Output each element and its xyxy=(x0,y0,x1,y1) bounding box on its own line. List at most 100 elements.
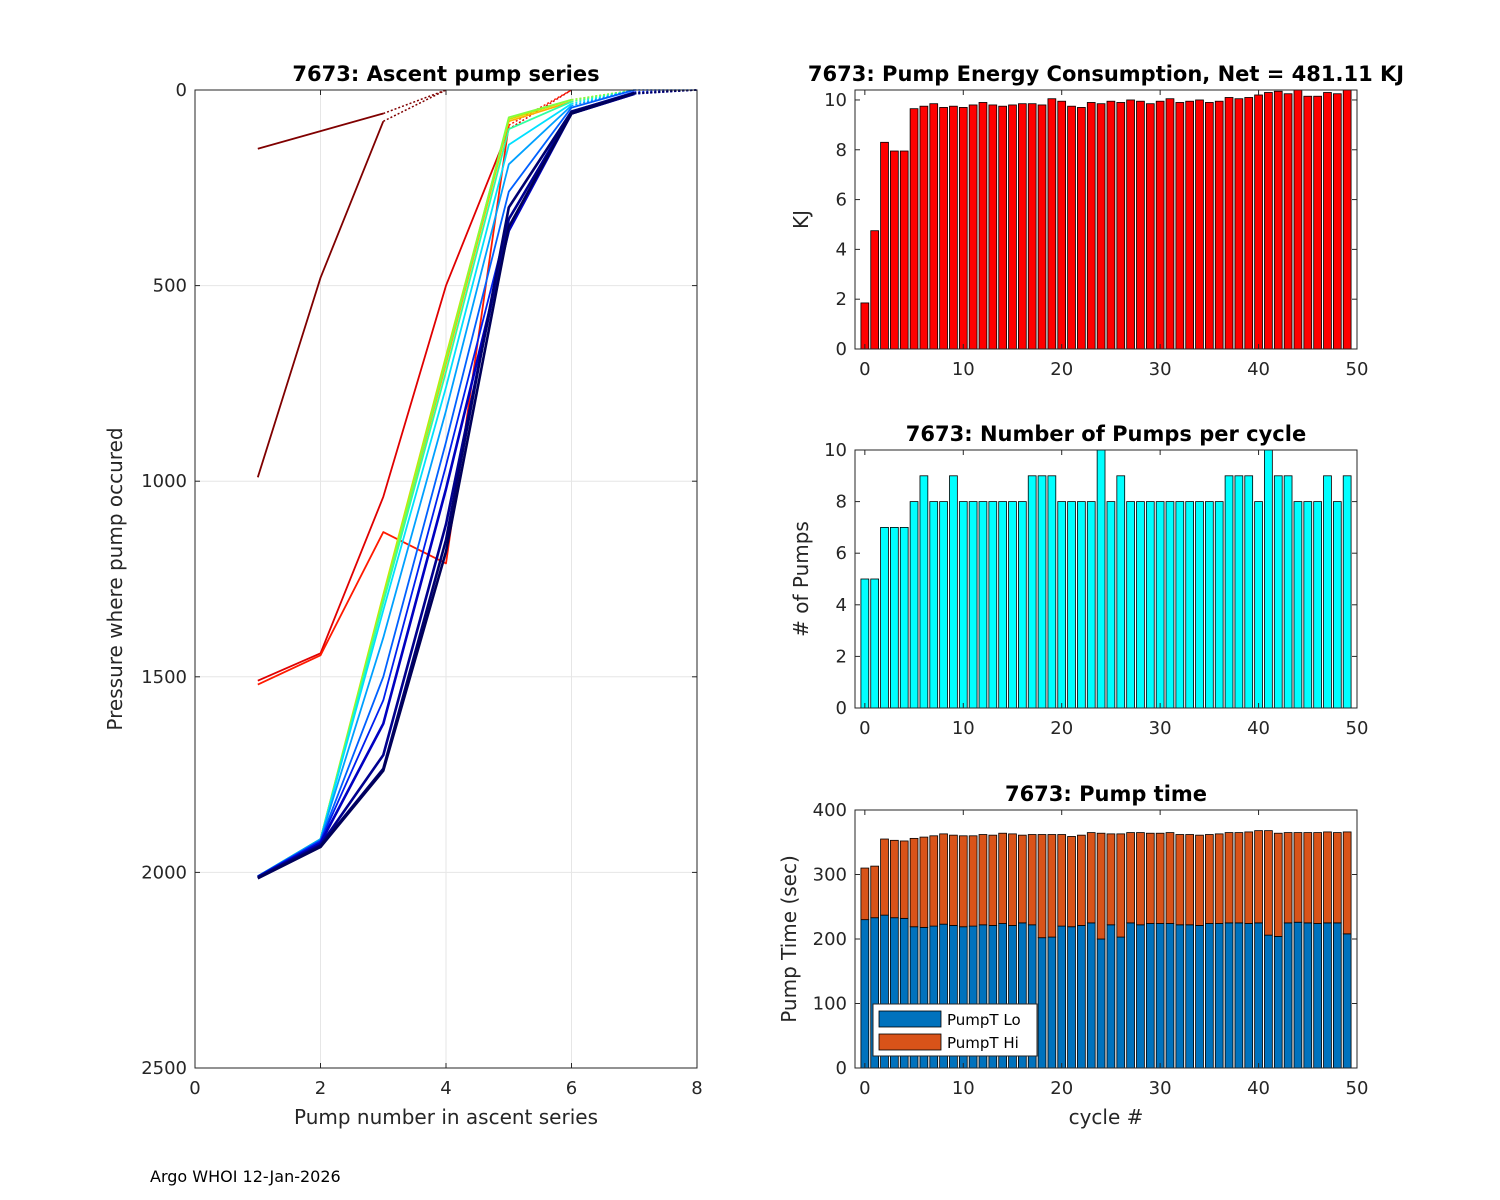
pump-time-bar-hi xyxy=(890,839,899,919)
legend-label-pumpt-hi: PumpT Hi xyxy=(947,1034,1019,1052)
pump-time-bar-hi xyxy=(1323,831,1332,924)
pump-time-bar-hi xyxy=(929,835,939,927)
pumps-bar xyxy=(1165,501,1175,709)
ascent-series-extension xyxy=(634,89,698,94)
pump-time-bar-hi xyxy=(1293,832,1303,923)
pumptime-ytick-label: 200 xyxy=(813,929,847,950)
pumps-bar xyxy=(919,475,929,709)
pumps-bar xyxy=(870,578,880,709)
pump-time-bar-lo xyxy=(1195,925,1204,1069)
pump-time-bar-hi xyxy=(968,835,978,927)
pump-time-bar-hi xyxy=(1165,832,1175,924)
pump-time-bar-hi xyxy=(1018,834,1027,924)
pump-time-bar-hi xyxy=(1224,832,1234,924)
pumps-xtick-label: 20 xyxy=(1050,718,1073,739)
ascent-series-line xyxy=(257,104,573,878)
energy-bar xyxy=(1047,98,1057,350)
pump-time-bar-lo xyxy=(1145,923,1155,1069)
pump-time-bar-hi xyxy=(1008,833,1017,926)
pumps-bar xyxy=(1342,475,1352,709)
energy-ticks: 0 10 20 30 40 50 0 2 4 6 8 10 xyxy=(824,90,1368,380)
pumps-bar xyxy=(1303,501,1313,709)
pump-time-bar-lo xyxy=(1037,937,1047,1069)
energy-xtick-label: 50 xyxy=(1346,359,1369,380)
energy-bar xyxy=(899,150,909,350)
energy-bar xyxy=(1037,104,1047,350)
energy-bar xyxy=(1214,100,1224,350)
pump-time-bar-lo xyxy=(1185,924,1194,1069)
energy-bar xyxy=(1293,89,1303,350)
pump-time-bar-hi xyxy=(899,840,909,919)
pump-time-bar-lo xyxy=(1313,923,1322,1069)
energy-bar xyxy=(939,107,948,350)
energy-bar xyxy=(860,302,870,350)
pumps-bar xyxy=(1254,501,1263,709)
energy-bar xyxy=(890,150,899,350)
ascent-xlabel: Pump number in ascent series xyxy=(294,1105,598,1129)
energy-bar xyxy=(1273,90,1283,350)
energy-xtick-label: 40 xyxy=(1247,359,1270,380)
pump-time-bar-hi xyxy=(880,838,889,916)
pump-time-bar-lo xyxy=(1067,926,1076,1069)
pump-time-bar-hi xyxy=(1096,832,1106,940)
pump-time-bar-hi xyxy=(1057,834,1067,927)
energy-bar xyxy=(909,108,919,350)
ascent-xtick-label: 4 xyxy=(440,1078,451,1099)
ascent-ytick-label: 500 xyxy=(153,276,187,297)
pumps-bar xyxy=(1018,501,1027,709)
pump-time-bar-hi xyxy=(1145,832,1155,924)
ascent-ylabel: Pressure where pump occured xyxy=(103,427,127,730)
pump-time-bar-lo xyxy=(1047,936,1057,1069)
pump-time-bar-hi xyxy=(1185,834,1194,926)
ascent-gridlines xyxy=(194,89,698,1069)
ascent-ytick-label: 1000 xyxy=(141,471,187,492)
pump-time-bar-lo xyxy=(1126,922,1135,1069)
pump-time-bar-lo xyxy=(1342,933,1352,1069)
pumptime-xtick-label: 40 xyxy=(1247,1078,1270,1099)
pumps-bar xyxy=(1175,501,1185,709)
pump-time-bar-hi xyxy=(1047,834,1057,938)
pump-time-bar-hi xyxy=(1264,830,1273,936)
pump-time-bar-lo xyxy=(1136,924,1145,1069)
pump-time-bar-hi xyxy=(1205,834,1214,924)
energy-bar xyxy=(1155,100,1165,350)
pump-time-bar-lo xyxy=(1224,922,1234,1069)
pump-time-bar-lo xyxy=(1293,921,1303,1069)
pumps-ytick-label: 6 xyxy=(836,543,847,564)
ascent-series-extension xyxy=(383,89,447,115)
pumps-bar xyxy=(988,501,998,709)
energy-bar xyxy=(1332,93,1342,350)
pumps-ytick-label: 8 xyxy=(836,492,847,513)
pumps-bar xyxy=(909,501,919,709)
pumps-xtick-label: 50 xyxy=(1346,718,1369,739)
pumps-bar xyxy=(860,578,870,709)
pump-time-bar-hi xyxy=(1283,832,1293,924)
pumps-bar xyxy=(1077,501,1086,709)
pumps-bar xyxy=(958,501,968,709)
energy-bar xyxy=(1244,97,1254,350)
ascent-series-line xyxy=(257,112,384,150)
pump-time-bar-lo xyxy=(1106,924,1116,1069)
ascent-series-line xyxy=(256,120,385,478)
pumptime-xtick-label: 50 xyxy=(1346,1078,1369,1099)
energy-bar xyxy=(1254,94,1263,350)
pumptime-ytick-label: 300 xyxy=(813,865,847,886)
ascent-ytick-label: 0 xyxy=(176,80,187,101)
pumps-bar xyxy=(1214,501,1224,709)
pump-time-bar-hi xyxy=(1254,830,1263,924)
energy-bar xyxy=(1264,92,1273,350)
pumps-bar xyxy=(1126,501,1135,709)
energy-bar xyxy=(958,107,968,350)
energy-bars xyxy=(860,89,1352,350)
energy-bar xyxy=(1224,97,1234,350)
energy-bar xyxy=(1323,92,1332,350)
pumps-bar xyxy=(1096,449,1106,709)
pumptime-ytick-label: 0 xyxy=(836,1058,847,1079)
pump-time-bar-hi xyxy=(1234,832,1244,924)
pump-time-bar-lo xyxy=(1165,923,1175,1069)
pumps-bar xyxy=(1008,501,1017,709)
pumps-bar xyxy=(1293,501,1303,709)
pumps-bar xyxy=(1205,501,1214,709)
energy-ytick-label: 4 xyxy=(836,239,847,260)
